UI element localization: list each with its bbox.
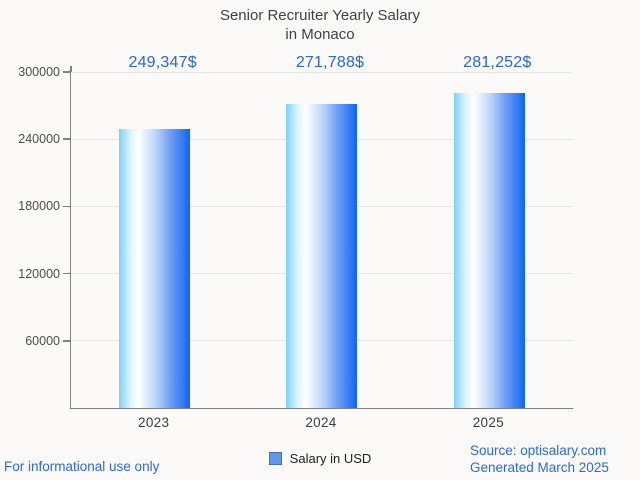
y-axis-tick xyxy=(63,340,70,342)
x-axis-labels: 2023 2024 2025 xyxy=(70,413,572,431)
bar-cell xyxy=(238,103,405,408)
x-tick-label: 2024 xyxy=(305,414,337,430)
chart-title-line2: in Monaco xyxy=(285,26,355,43)
value-label: 249,347$ xyxy=(128,54,197,71)
legend-swatch-icon xyxy=(268,452,282,465)
source-info: Source: optisalary.com Generated March 2… xyxy=(470,442,609,476)
disclaimer-text: For informational use only xyxy=(4,459,160,474)
y-tick-label: 120000 xyxy=(18,266,60,281)
y-tick-label: 180000 xyxy=(18,199,60,214)
plot-area xyxy=(63,71,573,409)
legend-label: Salary in USD xyxy=(289,451,372,466)
value-labels-row: 249,347$ 271,788$ 281,252$ xyxy=(70,53,572,73)
bar-cell xyxy=(406,93,573,408)
grid-line xyxy=(71,71,573,73)
y-tick-label: 300000 xyxy=(18,65,60,79)
bar-cell xyxy=(71,128,238,408)
source-line: Source: optisalary.com xyxy=(470,443,607,458)
y-axis-labels: 60000 120000 180000 240000 300000 xyxy=(0,65,60,408)
value-label: 271,788$ xyxy=(295,54,365,71)
chart-title: Senior Recruiter Yearly Salary in Monaco xyxy=(0,6,640,44)
x-cell: 2023 xyxy=(70,413,237,431)
bar xyxy=(286,103,358,408)
value-cell: 249,347$ xyxy=(79,53,246,73)
x-cell: 2025 xyxy=(405,413,572,431)
x-tick-label: 2023 xyxy=(138,414,170,430)
y-tick-label: 60000 xyxy=(25,333,60,348)
value-label: 281,252$ xyxy=(463,54,532,71)
y-axis-tick xyxy=(63,205,70,208)
y-axis-tick xyxy=(63,272,70,275)
value-cell: 271,788$ xyxy=(246,53,413,73)
x-tick-label: 2025 xyxy=(472,414,504,430)
bar xyxy=(119,128,191,408)
bar xyxy=(453,93,525,408)
generated-line: Generated March 2025 xyxy=(470,460,609,475)
y-axis-line-extension xyxy=(70,66,72,73)
y-tick-label: 240000 xyxy=(18,132,60,147)
chart-title-line1: Senior Recruiter Yearly Salary xyxy=(219,7,421,24)
y-axis-tick xyxy=(63,71,70,73)
value-cell: 281,252$ xyxy=(414,53,581,73)
x-cell: 2024 xyxy=(237,413,404,431)
y-axis-tick xyxy=(63,138,70,140)
legend: Salary in USD xyxy=(0,451,640,466)
